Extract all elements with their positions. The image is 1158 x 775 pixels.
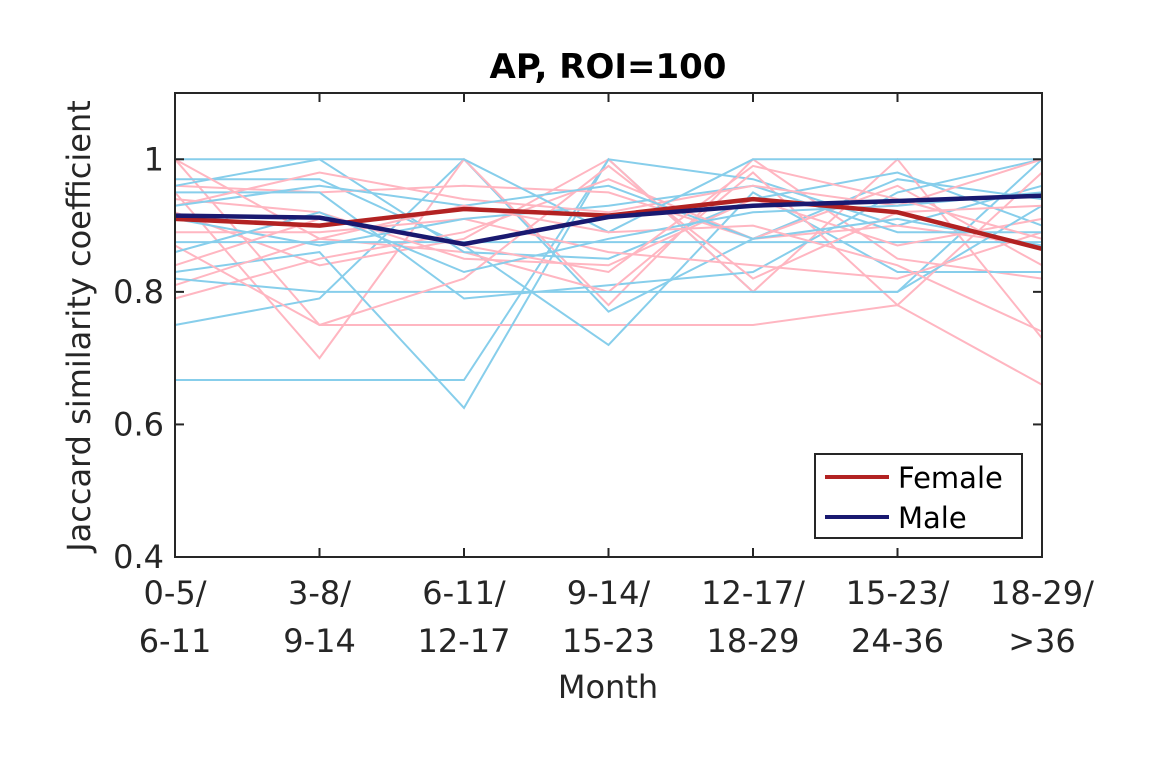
x-tick-label: 6-11/ <box>422 574 506 612</box>
individual-line-male <box>174 191 1043 274</box>
x-tick-label: 9-14 <box>283 622 356 660</box>
series-line-male <box>174 193 1043 247</box>
individual-line-female <box>174 158 1043 333</box>
y-axis-label: Jaccard similarity coefficient <box>60 100 98 554</box>
chart-title: AP, ROI=100 <box>490 47 727 87</box>
legend-label-male: Male <box>898 501 967 535</box>
y-tick-label: 1 <box>144 140 164 178</box>
individual-line-male <box>174 157 1043 326</box>
individual-line-male <box>174 184 1042 247</box>
x-tick-label: 0-5/ <box>143 574 206 612</box>
mean-lines <box>174 193 1043 251</box>
x-tick-label: 18-29 <box>707 622 800 660</box>
x-tick-label: 15-23/ <box>846 574 950 612</box>
x-tick-label: 3-8/ <box>288 574 351 612</box>
x-tick-label: 15-23 <box>562 622 655 660</box>
x-tick-label: 6-11 <box>139 622 212 660</box>
y-axis-ticks: 0.4 0.6 0.8 1 <box>113 140 1042 576</box>
x-tick-label: 9-14/ <box>567 574 651 612</box>
individual-line-male <box>174 204 1043 293</box>
x-tick-label: 24-36 <box>851 622 944 660</box>
x-tick-label: 18-29/ <box>990 574 1094 612</box>
y-tick-label: 0.8 <box>113 273 164 311</box>
x-tick-label: 12-17 <box>418 622 511 660</box>
individual-line-female <box>175 217 1043 280</box>
x-tick-label: 12-17/ <box>701 574 805 612</box>
y-tick-label: 0.6 <box>113 405 164 443</box>
individual-line-female <box>174 157 1043 360</box>
individual-line-male <box>175 158 1043 300</box>
y-tick-label: 0.4 <box>113 538 164 576</box>
x-axis-label: Month <box>558 668 658 706</box>
individual-line-male <box>175 178 1042 347</box>
x-tick-label: >36 <box>1008 622 1076 660</box>
legend-box <box>814 453 1023 539</box>
x-axis-ticks: 0-5/6-11 3-8/9-14 6-11/12-17 9-14/15-23 12-1… <box>139 93 1094 660</box>
individual-line-male <box>174 184 1043 247</box>
individual-lines <box>174 157 1043 410</box>
individual-line-female <box>174 178 1043 300</box>
legend-label-female: Female <box>898 461 1003 495</box>
legend: Female Male <box>814 453 1023 539</box>
